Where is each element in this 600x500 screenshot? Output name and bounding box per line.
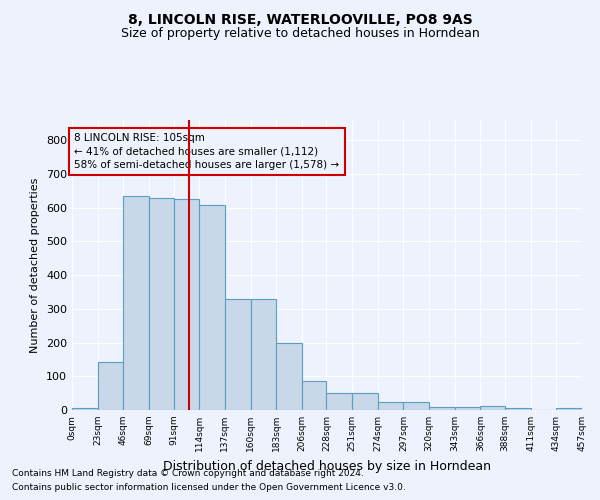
Bar	[276, 342, 302, 410]
Bar	[72, 408, 98, 410]
Text: Size of property relative to detached houses in Horndean: Size of property relative to detached ho…	[121, 28, 479, 40]
Bar	[403, 402, 429, 410]
Bar	[326, 393, 352, 410]
Bar	[302, 382, 326, 410]
Bar	[481, 406, 505, 410]
Text: Contains public sector information licensed under the Open Government Licence v3: Contains public sector information licen…	[12, 484, 406, 492]
Y-axis label: Number of detached properties: Number of detached properties	[31, 178, 40, 352]
Bar	[455, 406, 481, 410]
Bar	[378, 402, 403, 410]
Bar	[173, 198, 199, 410]
Bar	[199, 206, 225, 410]
Bar	[556, 408, 582, 410]
Bar	[251, 298, 276, 410]
Text: 8 LINCOLN RISE: 105sqm
← 41% of detached houses are smaller (1,112)
58% of semi-: 8 LINCOLN RISE: 105sqm ← 41% of detached…	[74, 134, 340, 170]
Bar	[98, 362, 124, 410]
Text: 8, LINCOLN RISE, WATERLOOVILLE, PO8 9AS: 8, LINCOLN RISE, WATERLOOVILLE, PO8 9AS	[128, 12, 472, 26]
Bar	[429, 406, 455, 410]
Bar	[505, 408, 530, 410]
Bar	[225, 298, 251, 410]
Bar	[149, 198, 173, 410]
Bar	[352, 393, 378, 410]
Bar	[124, 196, 149, 410]
Text: Contains HM Land Registry data © Crown copyright and database right 2024.: Contains HM Land Registry data © Crown c…	[12, 468, 364, 477]
X-axis label: Distribution of detached houses by size in Horndean: Distribution of detached houses by size …	[163, 460, 491, 472]
